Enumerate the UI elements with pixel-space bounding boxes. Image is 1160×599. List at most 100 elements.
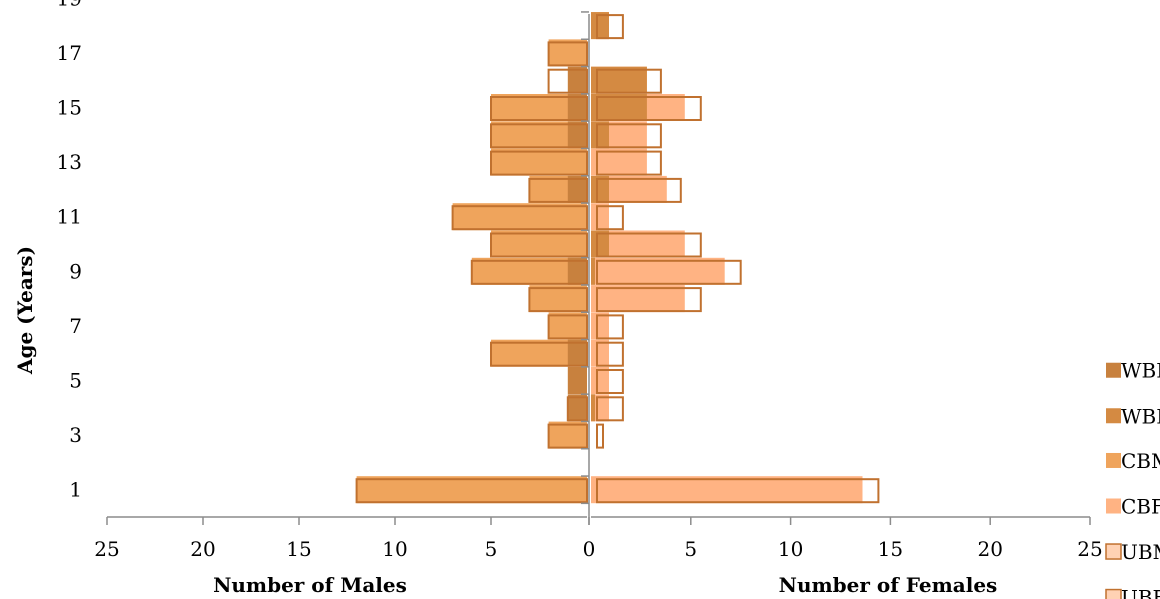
bar-wbm-age-14 [567, 121, 587, 149]
bar-cbf-age-5 [591, 367, 609, 394]
y-tick-label: 3 [69, 423, 82, 447]
legend-swatch-ubm [1105, 543, 1122, 560]
x-tick-label: 20 [977, 537, 1002, 561]
bar-wbf-age-9 [591, 257, 595, 285]
bar-ubm-age-6 [490, 341, 588, 367]
x-tick-label: 5 [684, 537, 697, 561]
bar-wbm-age-6 [567, 339, 587, 367]
legend-swatch-wbf [1106, 408, 1121, 424]
bar-wbm-age-5 [567, 367, 587, 394]
bar-ubf-age-9 [596, 259, 742, 285]
y-tick-label: 15 [57, 96, 82, 120]
bar-cbf-age-13 [591, 148, 647, 176]
y-tick-label: 7 [69, 314, 82, 338]
bar-ubm-age-11 [451, 205, 588, 231]
bar-cbf-age-7 [591, 312, 609, 340]
bar-ubm-age-13 [490, 150, 588, 176]
bar-ubm-age-10 [490, 232, 588, 258]
bar-ubm-age-9 [470, 259, 588, 285]
legend-swatch-ubf [1105, 588, 1122, 599]
bar-wbm-age-9 [567, 257, 587, 285]
legend-label-ubm: UBM [1121, 540, 1160, 564]
x-tick-label: 15 [878, 537, 903, 561]
legend-label-wbm: WBM [1121, 359, 1160, 383]
legend-label-wbf: WBF [1121, 404, 1160, 428]
bar-ubm-age-15 [490, 96, 588, 121]
bar-ubm-age-17 [547, 41, 588, 67]
bar-ubf-age-18 [596, 14, 624, 40]
bar-ubf-age-4 [596, 396, 624, 422]
y-tick-label: 1 [69, 478, 82, 502]
y-tick-label: 11 [57, 205, 82, 229]
y-axis-title: Age (Years) [13, 246, 37, 375]
bar-wbm-age-4 [567, 394, 587, 422]
x-tick-label: 0 [583, 537, 596, 561]
bar-cbm-age-11 [452, 203, 587, 231]
bar-cbf-age-11 [591, 203, 609, 231]
legend: WBM WBF CBM CBF UBM UBF [1105, 359, 1160, 599]
bar-ubm-age-1 [355, 478, 588, 504]
bar-cbm-age-1 [356, 476, 587, 504]
bar-ubf-age-16 [596, 68, 662, 94]
bar-ubf-age-5 [596, 369, 624, 394]
x-tick-label: 10 [382, 537, 407, 561]
bar-ubf-age-7 [596, 314, 624, 340]
bar-wbm-age-16 [567, 66, 587, 94]
legend-swatch-cbf [1106, 498, 1121, 514]
bar-ubf-age-12 [596, 177, 682, 203]
bar-ubm-age-7 [547, 314, 588, 340]
bar-ubf-age-8 [596, 287, 702, 313]
bar-wbm-age-12 [567, 175, 587, 203]
y-tick-label: 5 [69, 369, 82, 393]
bar-wbm-age-15 [567, 94, 587, 121]
bar-ubf-age-1 [596, 478, 880, 504]
x-tick-label: 10 [778, 537, 803, 561]
bar-wbf-age-15 [591, 94, 647, 121]
bar-wbf-age-4 [591, 394, 595, 422]
y-tick-label: 17 [57, 41, 82, 65]
y-tick-labels: 135791113151719 [57, 0, 82, 502]
bar-wbf-age-18 [591, 12, 609, 40]
legend-swatch-wbm [1106, 362, 1121, 378]
plot-marks [355, 12, 880, 504]
bar-ubm-age-16 [547, 68, 588, 94]
x-tick-label: 25 [1077, 537, 1102, 561]
bar-cbm-age-3 [548, 421, 587, 449]
bar-cbm-age-8 [529, 285, 587, 313]
bar-ubf-age-15 [596, 96, 702, 121]
bar-ubm-age-8 [528, 287, 589, 313]
bar-wbf-age-10 [591, 230, 609, 258]
bar-wbf-age-12 [591, 175, 609, 203]
legend-label-cbm: CBM [1121, 449, 1160, 473]
y-tick-label: 19 [57, 0, 82, 10]
x-tick-label: 15 [286, 537, 311, 561]
bar-ubm-age-3 [547, 423, 588, 449]
bar-wbf-age-14 [591, 121, 609, 149]
legend-label-ubf: UBF [1121, 586, 1160, 599]
x-tick-label: 25 [94, 537, 119, 561]
axes [106, 11, 1091, 525]
bar-cbm-age-7 [548, 312, 587, 340]
bar-ubf-age-13 [596, 150, 662, 176]
y-tick-label: 13 [57, 150, 82, 174]
bar-cbf-age-8 [591, 285, 685, 313]
bar-ubm-age-4 [566, 396, 588, 422]
x-axis-title-females: Number of Females [779, 573, 998, 597]
bar-cbm-age-13 [491, 148, 587, 176]
bar-cbf-age-6 [591, 339, 609, 367]
bar-ubf-age-14 [596, 123, 662, 149]
x-tick-label: 5 [485, 537, 498, 561]
x-axis-title-males: Number of Males [213, 573, 407, 597]
legend-swatch-cbm [1106, 452, 1121, 468]
bar-ubf-age-3 [596, 423, 604, 449]
legend-label-cbf: CBF [1121, 495, 1160, 519]
bar-ubm-age-12 [528, 177, 589, 203]
bar-cbf-age-1 [591, 476, 863, 504]
bar-ubf-age-6 [596, 341, 624, 367]
x-tick-label: 20 [190, 537, 215, 561]
bar-ubf-age-10 [596, 232, 702, 258]
bar-cbm-age-10 [491, 230, 587, 258]
bar-cbf-age-9 [591, 257, 725, 285]
bar-ubm-age-14 [490, 123, 588, 149]
